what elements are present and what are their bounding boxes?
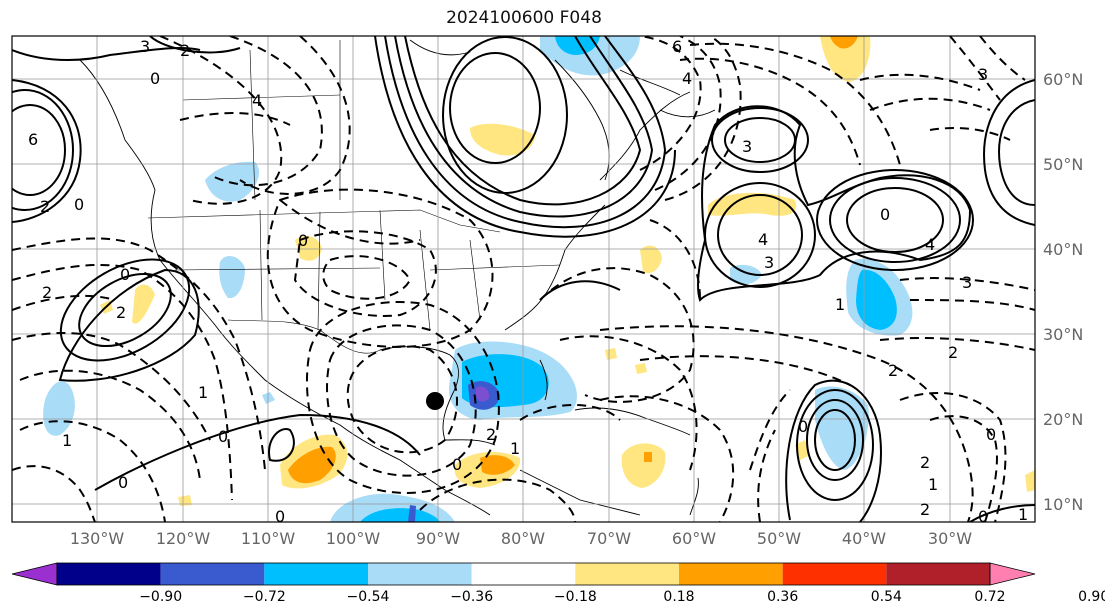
contour-label: 0 (986, 425, 996, 444)
contour-label: 2 (948, 343, 958, 362)
colorbar-swatch (471, 563, 576, 585)
lon-label: 90°W (416, 529, 460, 548)
political-borders (147, 40, 561, 354)
lon-label: 110°W (241, 529, 296, 548)
contour-label: 2 (486, 425, 496, 444)
lon-label: 50°W (757, 529, 801, 548)
contour-label: 6 (672, 37, 682, 56)
contour-label: 2 (920, 500, 930, 519)
colorbar-tick-label: 0.18 (663, 589, 694, 605)
colorbar-tick-label: −0.36 (450, 589, 493, 605)
lon-label: 60°W (672, 529, 716, 548)
colorbar-tick-label: −0.72 (243, 589, 286, 605)
colorbar-tick-label: 0.36 (767, 589, 798, 605)
contour-label: 0 (298, 231, 308, 250)
contour-label: 3 (962, 273, 972, 292)
contour-label: 2 (920, 453, 930, 472)
shaded-anomalies (43, 36, 1035, 522)
colorbar-swatch (886, 563, 990, 585)
contour-label: 3 (764, 253, 774, 272)
contour-label: 4 (252, 91, 262, 110)
weather-map: 3 2 0 4 6 2 0 6 4 3 3 4 3 4 3 2 0 1 2 0 … (11, 35, 1083, 548)
contour-label: 0 (120, 265, 130, 284)
colorbar-swatch (782, 563, 887, 585)
contour-label: 0 (150, 69, 160, 88)
lon-label: 130°W (70, 529, 125, 548)
contour-label: 2 (42, 283, 52, 302)
contour-label: 2 (888, 361, 898, 380)
colorbar-swatch (575, 563, 679, 585)
colorbar: −0.90 −0.72 −0.54 −0.36 −0.18 0.18 0.36 0.54 0.7… (11, 562, 1105, 605)
colorbar-tick-label: −0.90 (139, 589, 182, 605)
lat-label: 10°N (1043, 495, 1083, 514)
lat-label: 60°N (1043, 70, 1083, 89)
colorbar-tick-label: 0.54 (871, 589, 902, 605)
latitude-labels: 60°N 50°N 40°N 30°N 20°N 10°N (1043, 70, 1083, 514)
longitude-labels: 130°W 120°W 110°W 100°W 90°W 80°W 70°W 6… (70, 529, 972, 548)
contour-label: 0 (798, 417, 808, 436)
lat-label: 40°N (1043, 240, 1083, 259)
lon-label: 40°W (842, 529, 886, 548)
colorbar-tick-label: −0.18 (554, 589, 597, 605)
colorbar-tick-label: 0.90 (1078, 589, 1105, 605)
colorbar-frame (56, 562, 991, 586)
contour-label: 0 (74, 195, 84, 214)
lon-label: 70°W (587, 529, 631, 548)
colorbar-tick-label: 0.72 (974, 589, 1005, 605)
contour-label: 4 (682, 69, 692, 88)
dashed-contours (12, 36, 1035, 522)
storm-center-marker (426, 392, 444, 410)
contour-label: 4 (925, 235, 935, 254)
colorbar-swatch (160, 563, 265, 585)
contour-label: 0 (275, 507, 285, 526)
colorbar-swatch (57, 563, 161, 585)
contour-label: 1 (198, 383, 208, 402)
contour-label: 0 (218, 427, 228, 446)
contour-label: 2 (40, 197, 50, 216)
contour-label: 3 (742, 137, 752, 156)
contour-label: 0 (452, 455, 462, 474)
graticule (12, 36, 1035, 522)
lat-label: 30°N (1043, 325, 1083, 344)
map-title: 2024100600 F048 (446, 8, 602, 28)
lat-label: 20°N (1043, 410, 1083, 429)
colorbar-swatches (11, 562, 1036, 586)
lon-label: 80°W (501, 529, 545, 548)
contour-label: 1 (62, 431, 72, 450)
colorbar-swatch (264, 563, 368, 585)
map-frame (11, 35, 1036, 523)
colorbar-extend-high (989, 562, 1036, 586)
contour-label: 1 (510, 439, 520, 458)
lat-label: 50°N (1043, 155, 1083, 174)
lon-label: 120°W (156, 529, 211, 548)
colorbar-labels: −0.90 −0.72 −0.54 −0.36 −0.18 0.18 0.36 0.54 0.7… (139, 589, 1105, 605)
colorbar-extend-low (11, 562, 58, 586)
contour-label: 2 (116, 303, 126, 322)
contour-label: 3 (978, 65, 988, 84)
contour-labels: 3 2 0 4 6 2 0 6 4 3 3 4 3 4 3 2 0 1 2 0 … (28, 37, 1028, 526)
contour-label: 1 (835, 295, 845, 314)
lon-label: 30°W (928, 529, 972, 548)
contour-label: 1 (1018, 505, 1028, 524)
contour-label: 0 (118, 473, 128, 492)
contour-label: 0 (978, 507, 988, 526)
lon-label: 100°W (326, 529, 381, 548)
contour-label: 4 (758, 230, 768, 249)
contour-label: 2 (180, 41, 190, 60)
contour-label: 3 (140, 37, 150, 56)
contour-label: 6 (28, 130, 38, 149)
colorbar-swatch (368, 563, 472, 585)
colorbar-tick-label: −0.54 (347, 589, 390, 605)
colorbar-swatch (679, 563, 783, 585)
contour-label: 1 (928, 475, 938, 494)
contour-label: 0 (880, 205, 890, 224)
